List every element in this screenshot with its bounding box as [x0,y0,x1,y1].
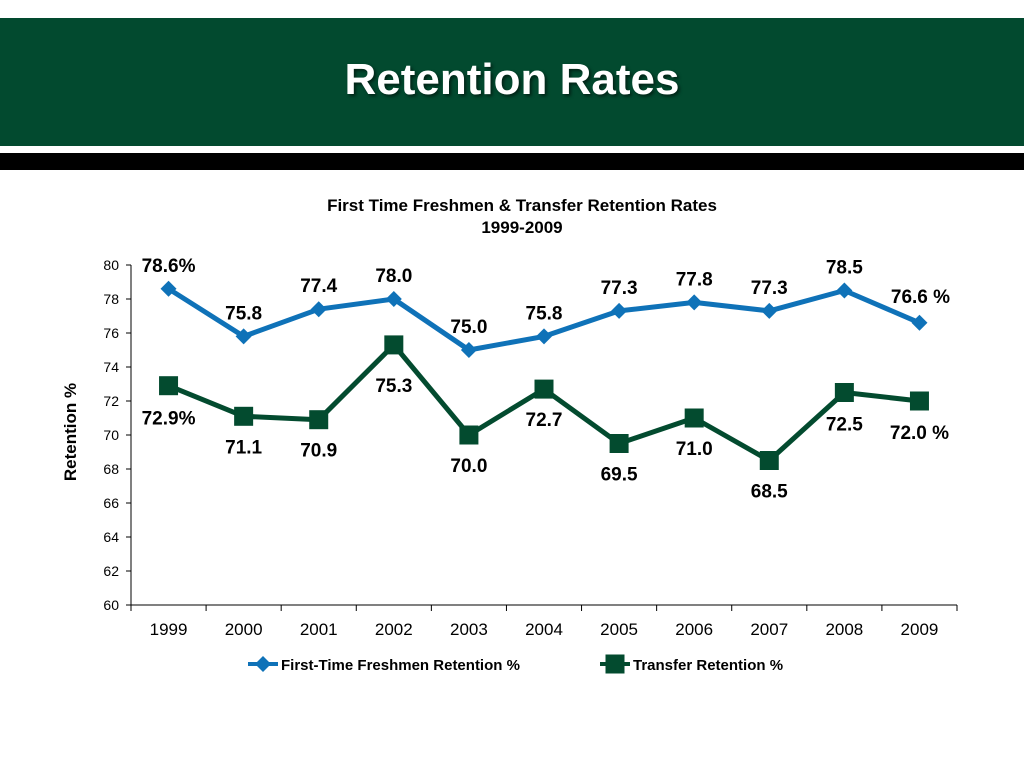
chart-axes: 60 62 64 66 68 70 72 74 76 78 80 1999 2000 2001 2002 20… [103,257,958,639]
x-tick-label: 2008 [825,620,863,639]
data-label: 77.8 [676,269,713,290]
x-tick-label: 2004 [525,620,563,639]
y-tick-label: 74 [103,359,119,375]
data-point [909,391,929,411]
data-point [609,434,629,453]
data-point [309,410,329,430]
legend-label: Transfer Retention % [633,657,783,674]
data-point [310,301,327,318]
data-label: 72.7 [526,410,563,431]
data-label: 78.0 [375,266,412,287]
data-point [234,406,254,426]
y-tick-label: 80 [103,257,119,273]
y-tick-label: 66 [103,495,119,511]
x-tick-label: 1999 [150,620,188,639]
data-label: 70.0 [450,456,487,477]
header-divider [0,153,1024,170]
data-point [686,294,703,311]
x-tick-label: 2000 [225,620,263,639]
series-freshmen [160,280,928,358]
data-label: 68.5 [751,482,788,503]
data-point [911,314,928,331]
legend-item: Transfer Retention % [600,654,783,674]
data-label: 69.5 [601,465,638,486]
x-tick-label: 2006 [675,620,713,639]
x-tick-label: 2002 [375,620,413,639]
x-tick-label: 2005 [600,620,638,639]
data-point [534,379,554,399]
data-point [384,335,404,355]
chart-subtitle: 1999-2009 [481,218,562,237]
data-label: 71.1 [225,437,262,458]
series-line [167,342,920,463]
data-point [834,383,854,402]
data-label: 77.3 [601,278,638,299]
legend-label: First-Time Freshmen Retention % [281,657,520,674]
y-tick-label: 60 [103,597,119,613]
data-point [684,408,704,428]
data-label: 72.0 % [890,423,949,444]
x-tick-label: 2003 [450,620,488,639]
data-point [536,328,552,345]
data-label: 75.8 [225,303,262,324]
series-transfer [159,335,929,470]
y-tick-label: 76 [103,325,119,341]
y-tick-label: 64 [103,529,119,545]
data-label: 77.3 [751,278,788,299]
data-labels: 78.6% 75.8 77.4 78.0 75.0 75.8 77.3 77.8 77.3 78.… [142,256,951,503]
data-label: 78.5 [826,258,863,279]
chart-title: First Time Freshmen & Transfer Retention… [327,196,717,215]
y-tick-label: 62 [103,563,119,579]
y-tick-label: 70 [103,427,119,443]
y-tick-label: 72 [103,393,119,409]
data-point [235,328,252,345]
data-point [460,342,477,358]
data-point [759,451,779,470]
x-tick-label: 2007 [750,620,788,639]
data-label: 75.8 [526,303,563,324]
data-label: 72.9% [142,409,196,430]
y-axis-label: Retention % [61,383,80,481]
data-point [385,291,402,307]
data-label: 76.6 % [891,287,950,308]
data-point [761,302,778,319]
data-label: 75.3 [375,376,412,397]
y-tick-label: 78 [103,291,119,307]
data-label: 75.0 [450,317,487,338]
data-label: 70.9 [300,441,337,462]
data-point [459,425,479,445]
title-banner: Retention Rates [0,18,1024,146]
data-point [160,280,177,297]
chart-legend: First-Time Freshmen Retention % Transfer … [248,654,783,674]
data-point [836,282,853,299]
data-label: 72.5 [826,415,863,436]
y-tick-label: 68 [103,461,119,477]
page-title: Retention Rates [344,55,680,104]
legend-marker [255,656,271,672]
x-tick-label: 2001 [300,620,338,639]
legend-item: First-Time Freshmen Retention % [248,656,520,674]
chart-series: 78.6% 75.8 77.4 78.0 75.0 75.8 77.3 77.8 77.3 78.… [142,256,951,503]
data-label: 77.4 [300,276,337,297]
x-tick-label: 2009 [901,620,939,639]
data-point [159,376,179,396]
data-label: 71.0 [676,439,713,460]
legend-marker [605,654,625,674]
data-label: 78.6% [142,256,196,277]
data-point [611,302,628,319]
